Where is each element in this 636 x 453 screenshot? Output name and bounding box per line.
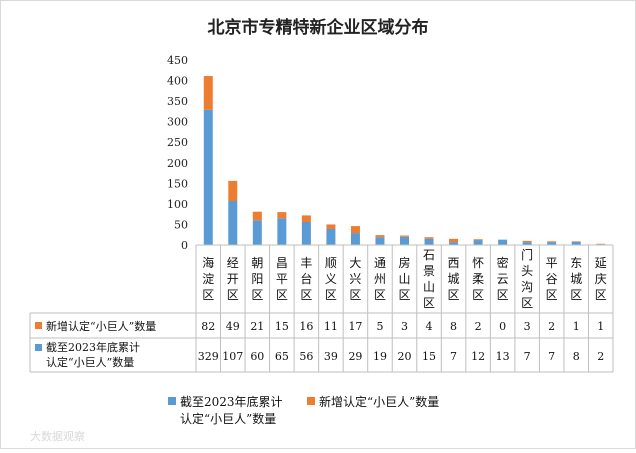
bar-cumulative-2 bbox=[253, 220, 262, 245]
table-cell-cumulative: 8 bbox=[573, 350, 580, 363]
bar-new-4 bbox=[302, 215, 311, 222]
table-cell-new: 17 bbox=[348, 320, 362, 333]
table-cell-new: 3 bbox=[401, 320, 408, 333]
bar-new-11 bbox=[474, 239, 483, 240]
y-tick-label: 400 bbox=[167, 75, 188, 88]
table-cell-cumulative: 39 bbox=[324, 350, 338, 363]
table-cell-cumulative: 107 bbox=[222, 350, 243, 363]
bar-cumulative-3 bbox=[277, 218, 286, 245]
y-tick-label: 150 bbox=[167, 177, 188, 190]
bar-new-9 bbox=[425, 237, 434, 239]
table-cell-cumulative: 329 bbox=[198, 350, 219, 363]
table-cell-new: 1 bbox=[597, 320, 604, 333]
category-label-12: 密云区 bbox=[497, 255, 509, 302]
bar-new-3 bbox=[277, 212, 286, 218]
category-label-4: 丰台区 bbox=[300, 256, 312, 302]
table-cell-cumulative: 12 bbox=[471, 350, 485, 363]
table-cell-new: 49 bbox=[226, 320, 240, 333]
y-tick-label: 350 bbox=[167, 95, 188, 108]
bar-new-5 bbox=[326, 224, 335, 229]
table-cell-cumulative: 2 bbox=[597, 350, 604, 363]
y-tick-label: 50 bbox=[174, 218, 188, 231]
category-label-2: 朝阳区 bbox=[251, 256, 263, 302]
bar-new-13 bbox=[523, 241, 532, 242]
table-cell-new: 21 bbox=[250, 320, 264, 333]
bar-new-14 bbox=[547, 241, 556, 242]
bar-cumulative-8 bbox=[400, 237, 409, 245]
category-label-11: 怀柔区 bbox=[472, 256, 484, 302]
bar-new-7 bbox=[375, 235, 384, 237]
table-row-label-new: 新增认定“小巨人”数量 bbox=[46, 319, 156, 333]
bar-new-6 bbox=[351, 226, 360, 233]
table-cell-new: 0 bbox=[499, 320, 506, 333]
bar-cumulative-11 bbox=[474, 240, 483, 245]
y-tick-label: 300 bbox=[167, 116, 188, 129]
category-label-0: 海淀区 bbox=[202, 255, 214, 302]
legend-key-new bbox=[307, 397, 315, 405]
table-cell-cumulative: 7 bbox=[450, 350, 457, 363]
table-cell-cumulative: 60 bbox=[250, 350, 264, 363]
bar-cumulative-12 bbox=[498, 240, 507, 245]
category-label-15: 东城区 bbox=[570, 256, 582, 302]
bar-cumulative-4 bbox=[302, 222, 311, 245]
table-cell-new: 2 bbox=[548, 320, 555, 333]
table-cell-new: 16 bbox=[299, 320, 313, 333]
legend-key-cumulative bbox=[168, 397, 176, 405]
y-tick-label: 200 bbox=[167, 157, 188, 170]
table-cell-new: 8 bbox=[450, 320, 457, 333]
bar-cumulative-0 bbox=[204, 110, 213, 245]
table-key-cumulative bbox=[35, 344, 42, 351]
table-cell-new: 82 bbox=[201, 320, 215, 333]
bar-cumulative-1 bbox=[228, 201, 237, 245]
bar-new-1 bbox=[228, 181, 237, 201]
y-tick-label: 250 bbox=[167, 136, 188, 149]
table-cell-new: 1 bbox=[573, 320, 580, 333]
category-label-14: 平谷区 bbox=[546, 256, 558, 302]
table-key-new bbox=[35, 322, 42, 329]
table-cell-new: 4 bbox=[426, 320, 433, 333]
table-cell-new: 2 bbox=[475, 320, 482, 333]
bar-cumulative-9 bbox=[425, 239, 434, 245]
category-label-1: 经开区 bbox=[227, 256, 239, 302]
table-cell-cumulative: 20 bbox=[398, 350, 412, 363]
watermark: 大数据观察 bbox=[30, 429, 85, 443]
category-label-8: 房山区 bbox=[398, 255, 410, 302]
table-cell-cumulative: 29 bbox=[348, 350, 362, 363]
bar-cumulative-5 bbox=[326, 229, 335, 245]
table-cell-cumulative: 13 bbox=[496, 350, 510, 363]
bar-new-10 bbox=[449, 239, 458, 242]
table-cell-cumulative: 19 bbox=[373, 350, 387, 363]
category-label-5: 顺义区 bbox=[325, 256, 337, 302]
table-cell-cumulative: 65 bbox=[275, 350, 289, 363]
bar-cumulative-7 bbox=[375, 237, 384, 245]
table-cell-new: 3 bbox=[524, 320, 531, 333]
bar-new-0 bbox=[204, 76, 213, 110]
bar-new-8 bbox=[400, 236, 409, 237]
table-cell-cumulative: 15 bbox=[422, 350, 436, 363]
category-label-10: 西城区 bbox=[448, 256, 460, 302]
category-label-16: 延庆区 bbox=[595, 256, 607, 302]
table-cell-cumulative: 56 bbox=[299, 350, 313, 363]
legend-label-new: 新增认定“小巨人”数量 bbox=[319, 394, 439, 409]
category-label-3: 昌平区 bbox=[276, 256, 288, 302]
table-cell-new: 5 bbox=[376, 320, 383, 333]
category-label-6: 大兴区 bbox=[349, 256, 361, 302]
table-cell-new: 11 bbox=[324, 320, 338, 333]
table-cell-cumulative: 7 bbox=[524, 350, 531, 363]
y-tick-label: 100 bbox=[167, 198, 188, 211]
bar-new-2 bbox=[253, 212, 262, 221]
table-cell-new: 15 bbox=[275, 320, 289, 333]
bar-cumulative-6 bbox=[351, 233, 360, 245]
y-tick-label: 0 bbox=[181, 239, 188, 252]
y-tick-label: 450 bbox=[167, 54, 188, 67]
category-label-7: 通州区 bbox=[374, 256, 386, 302]
table-cell-cumulative: 7 bbox=[548, 350, 555, 363]
chart-title: 北京市专精特新企业区域分布 bbox=[208, 17, 429, 38]
